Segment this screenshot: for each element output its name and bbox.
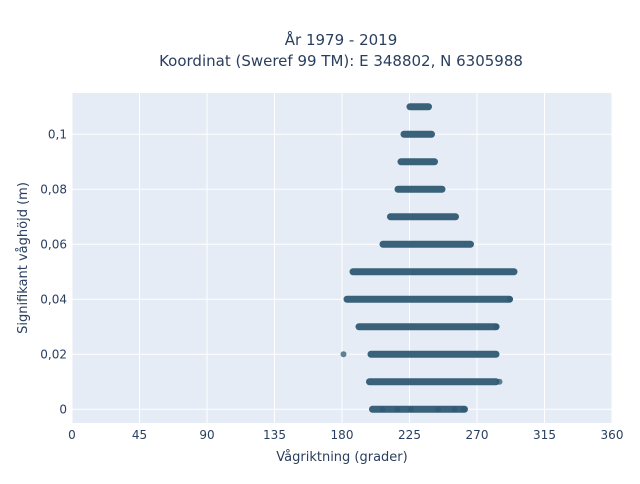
data-band — [379, 240, 474, 248]
data-band — [355, 323, 500, 331]
data-band — [349, 268, 518, 276]
y-axis-title: Signifikant våghöjd (m) — [16, 182, 31, 334]
x-tick-label: 270 — [466, 428, 489, 442]
y-tick-label: 0,04 — [40, 292, 67, 306]
data-marks — [340, 103, 518, 413]
x-tick-label: 135 — [263, 428, 286, 442]
data-band — [387, 213, 459, 221]
tick-labels: 0 45 90 135 180 225 270 315 360 0 0,02 0,04 0,06 0,08… — [40, 127, 623, 442]
y-tick-label: 0,02 — [40, 347, 67, 361]
y-tick-label: 0 — [59, 402, 67, 416]
data-point — [496, 378, 503, 385]
y-tick-label: 0,1 — [48, 127, 67, 141]
x-axis-title: Vågriktning (grader) — [276, 450, 407, 465]
data-point — [408, 406, 414, 413]
x-tick-label: 315 — [533, 428, 556, 442]
data-point — [379, 406, 386, 413]
chart-title-line-2: Koordinat (Sweref 99 TM): E 348802, N 63… — [159, 52, 523, 70]
data-point — [507, 296, 513, 303]
data-band — [343, 295, 513, 303]
data-band — [406, 103, 432, 111]
y-tick-label: 0,06 — [40, 237, 67, 251]
data-band — [369, 405, 468, 413]
x-tick-label: 45 — [132, 428, 147, 442]
data-point — [435, 406, 441, 413]
data-point — [340, 351, 347, 358]
chart-title-line-1: År 1979 - 2019 — [285, 30, 398, 49]
y-tick-label: 0,08 — [40, 182, 67, 196]
x-tick-label: 225 — [398, 428, 421, 442]
data-band — [366, 378, 500, 386]
data-point — [493, 323, 500, 330]
data-point — [394, 406, 401, 413]
data-band — [397, 158, 438, 166]
x-tick-label: 0 — [68, 428, 76, 442]
data-band — [394, 185, 446, 193]
x-tick-label: 90 — [199, 428, 214, 442]
data-band — [367, 350, 500, 358]
x-tick-label: 180 — [331, 428, 354, 442]
data-point — [451, 406, 458, 413]
data-point — [460, 406, 467, 413]
data-band — [400, 130, 435, 138]
x-tick-label: 360 — [601, 428, 624, 442]
